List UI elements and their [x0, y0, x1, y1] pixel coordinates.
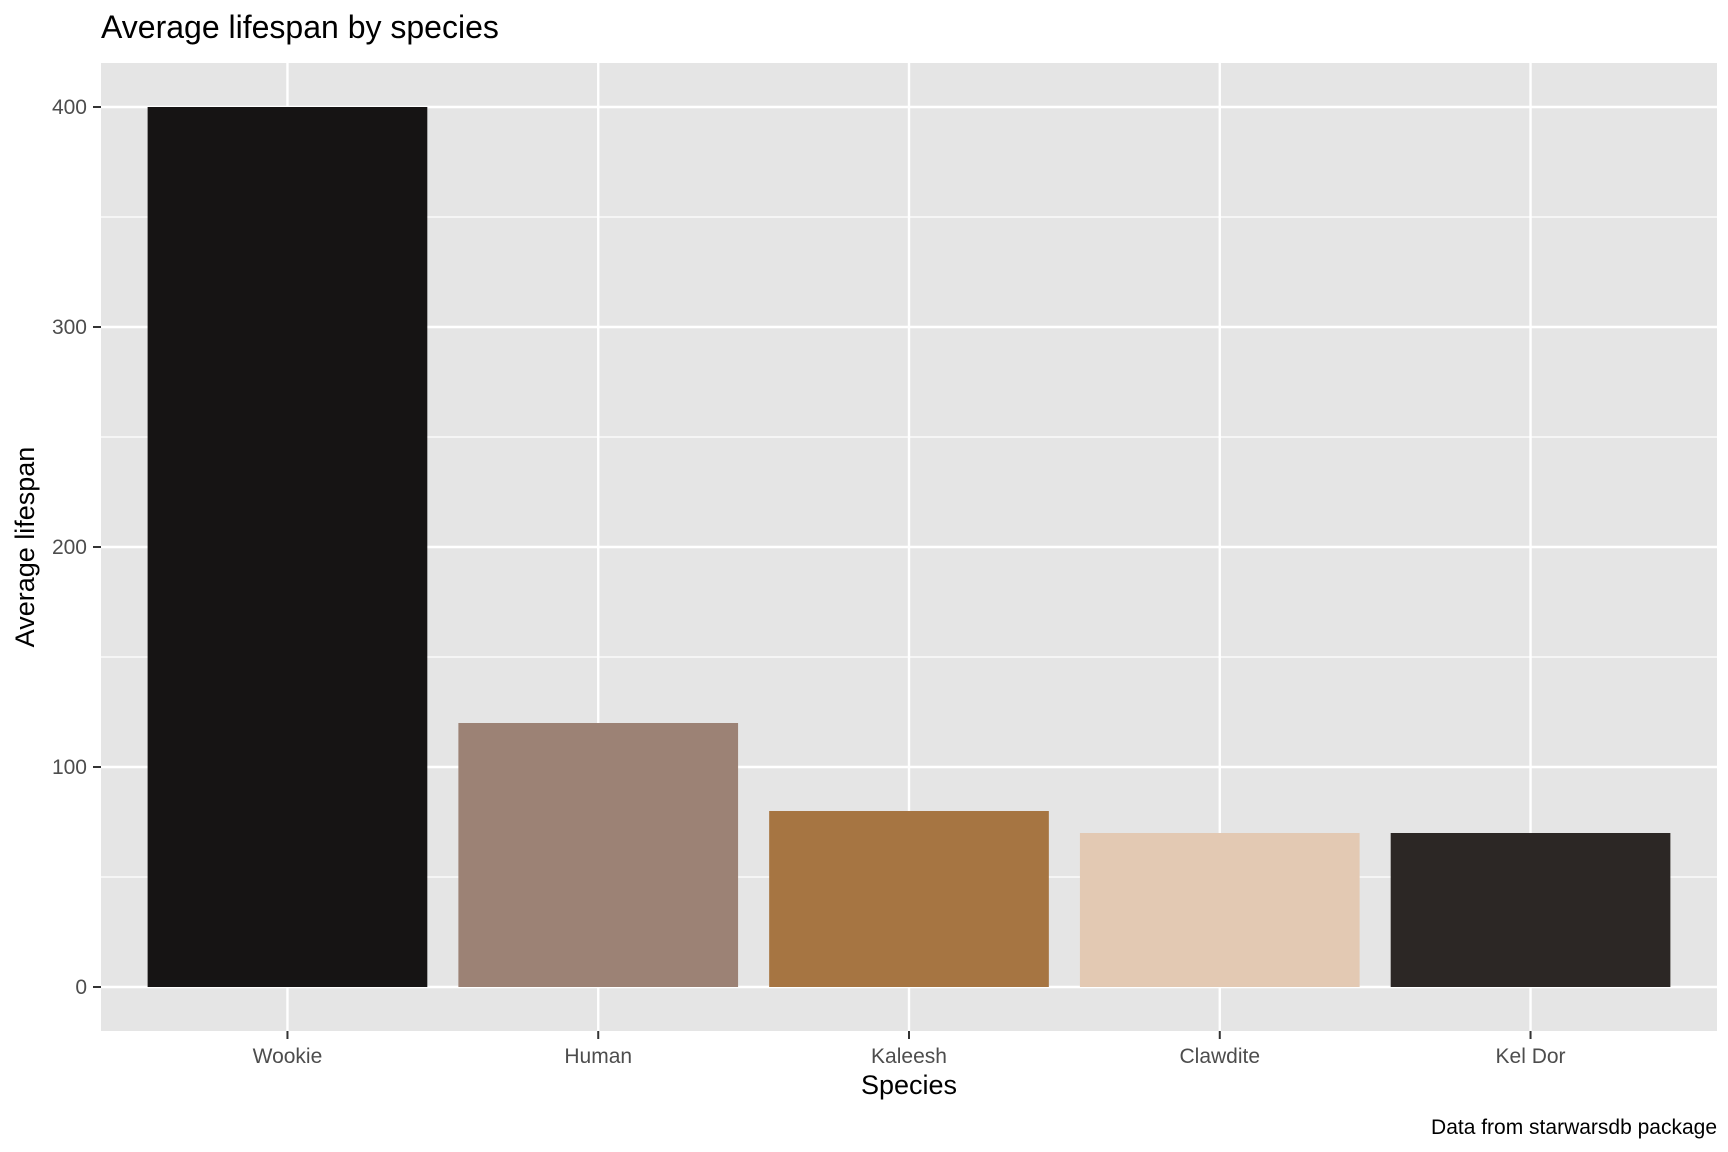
y-axis-title: Average lifespan [10, 447, 40, 648]
bar-kaleesh [769, 811, 1049, 987]
x-tick-label: Human [564, 1045, 632, 1068]
bars [147, 107, 1671, 987]
bar-human [458, 723, 739, 987]
x-tick-label: Clawdite [1179, 1045, 1260, 1068]
bar-wookie [147, 107, 428, 987]
y-tick-label: 300 [52, 316, 87, 339]
x-tick-label: Wookie [253, 1045, 323, 1068]
bar-kel-dor [1390, 833, 1671, 987]
y-tick-label: 200 [52, 536, 87, 559]
y-tick-label: 100 [52, 756, 87, 779]
y-tick-label: 400 [52, 96, 87, 119]
chart-title: Average lifespan by species [101, 9, 499, 45]
bar-clawdite [1079, 833, 1360, 987]
y-tick-label: 0 [75, 976, 87, 999]
x-axis-title: Species [861, 1070, 957, 1100]
x-tick-label: Kaleesh [871, 1045, 947, 1068]
chart-caption: Data from starwarsdb package [1431, 1116, 1717, 1139]
axes: 0 100 200 300 400 Wookie Human Kaleesh Clawdite K… [52, 96, 1566, 1068]
x-tick-label: Kel Dor [1496, 1045, 1566, 1068]
